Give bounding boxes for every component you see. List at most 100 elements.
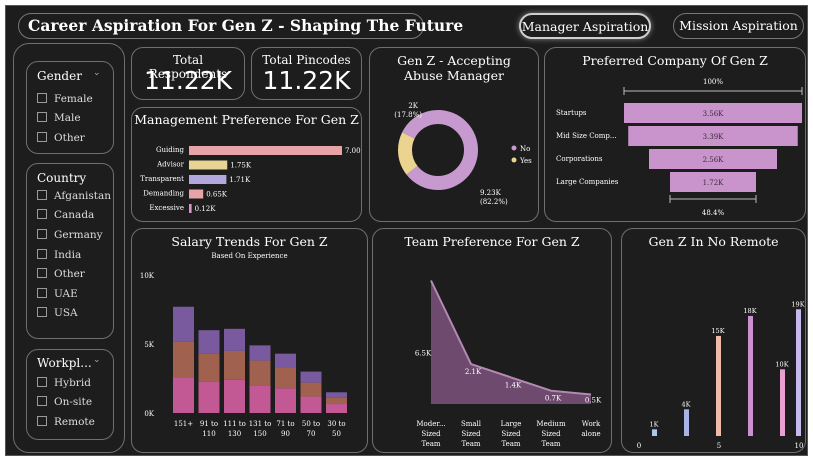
stacked-bar-segment — [326, 392, 347, 398]
stacked-bar-segment — [224, 328, 245, 351]
checkbox[interactable] — [37, 93, 47, 103]
option-label: UAE — [54, 288, 78, 300]
x-tick-label: Work — [582, 420, 601, 428]
x-tick-label: 50 — [332, 430, 341, 438]
country-option-other[interactable]: Other — [37, 268, 85, 282]
stacked-bar-segment — [300, 382, 322, 397]
bar-value-label: 18K — [743, 307, 756, 315]
stacked-bar-segment — [198, 353, 220, 382]
checkbox[interactable] — [37, 249, 47, 259]
gender-filter: Gender ⌄ Female Male Other — [26, 61, 114, 154]
stacked-bar-segment — [275, 353, 296, 368]
team-preference-chart: 6.5K 2.1K 1.4K 0.7K 0.5K Moder... Sized Team Sma… — [415, 280, 602, 448]
bar-value-label: 1.71K — [229, 176, 251, 184]
x-tick-label: Team — [421, 440, 440, 448]
preferred-company-chart: 100% Startups 3.56K Mid Size Comp... 3.39K Co… — [556, 78, 803, 217]
manager-aspiration-button[interactable]: Manager Aspiration — [519, 13, 651, 39]
gender-option-other[interactable]: Other — [37, 132, 85, 146]
country-option-uae[interactable]: UAE — [37, 288, 78, 302]
x-tick-label: Sized — [421, 430, 441, 438]
checkbox[interactable] — [37, 377, 47, 387]
gender-filter-title: Gender — [37, 69, 82, 83]
country-option-india[interactable]: India — [37, 249, 81, 263]
x-tick-label: Sized — [501, 430, 521, 438]
country-option-afganistan[interactable]: Afganistan — [37, 190, 111, 204]
x-tick-label: 70 — [307, 430, 316, 438]
stacked-bar-segment — [173, 306, 194, 342]
checkbox[interactable] — [37, 268, 47, 278]
checkbox[interactable] — [37, 307, 47, 317]
bar-value-label: 0.12K — [195, 205, 217, 213]
option-label: Remote — [54, 416, 95, 428]
workplace-filter: Workpl... ⌄ Hybrid On-site Remote — [26, 349, 114, 440]
kpi-total-pincodes: Total Pincodes 11.22K — [251, 47, 362, 100]
funnel-value-label: 3.39K — [703, 133, 725, 141]
stacked-bar-segment — [275, 388, 296, 413]
stacked-bar-segment — [224, 350, 245, 380]
funnel-category-label: Corporations — [556, 155, 603, 163]
checkbox[interactable] — [37, 209, 47, 219]
stacked-bar-segment — [198, 381, 220, 413]
area-line — [430, 280, 592, 396]
x-tick-label: 90 — [281, 430, 290, 438]
salary-trends-chart: 10K 5K 0K 151+ 91 to 110 111 to 130 131 to 150 71 … — [140, 272, 347, 438]
kpi-total-respondents: Total Respondents 11.22K — [131, 47, 245, 100]
dashboard: Career Aspiration For Gen Z - Shaping Th… — [5, 5, 808, 456]
x-tick-label: Small — [461, 420, 482, 428]
legend-marker — [511, 157, 517, 163]
chart-title: Gen Z - Accepting Abuse Manager — [397, 53, 511, 83]
chevron-down-icon[interactable]: ⌄ — [93, 68, 101, 78]
checkbox[interactable] — [37, 132, 47, 142]
workplace-option-remote[interactable]: Remote — [37, 416, 95, 430]
management-preference-card: Management Preference For Gen Z Guiding 7… — [131, 107, 362, 222]
funnel-bar — [670, 172, 756, 192]
slice-value-label: 2K — [408, 102, 418, 110]
no-remote-chart: 1K 4K 15K 18K 10K 19K 0 5 10 — [637, 300, 805, 450]
stacked-bar-segment — [198, 330, 220, 354]
chart-subtitle: Based On Experience — [211, 252, 288, 260]
checkbox[interactable] — [37, 229, 47, 239]
option-label: Germany — [54, 229, 103, 241]
x-tick-label: alone — [581, 430, 600, 438]
checkbox[interactable] — [37, 112, 47, 122]
legend-marker — [511, 145, 517, 151]
y-tick-label: 10K — [140, 272, 155, 280]
team-preference-card: Team Preference For Gen Z 6.5K 2.1K 1.4K 0.… — [372, 228, 612, 453]
country-option-usa[interactable]: USA — [37, 307, 78, 321]
workplace-option-onsite[interactable]: On-site — [37, 396, 92, 410]
option-label: India — [54, 249, 82, 261]
slice-pct-label: (82.2%) — [480, 198, 508, 206]
x-tick-label: 130 — [228, 430, 241, 438]
bar-value-label: 15K — [711, 327, 724, 335]
x-tick-label: 10 — [795, 442, 804, 450]
bar-category-label: Guiding — [156, 146, 185, 154]
slice-value-label: 9.23K — [480, 189, 502, 197]
country-option-germany[interactable]: Germany — [37, 229, 103, 243]
x-tick-label: Team — [501, 440, 520, 448]
workplace-option-hybrid[interactable]: Hybrid — [37, 377, 91, 391]
funnel-category-label: Startups — [556, 109, 587, 117]
stacked-bar-segment — [326, 397, 347, 405]
chevron-down-icon[interactable]: ⌄ — [93, 355, 101, 365]
country-option-canada[interactable]: Canada — [37, 209, 94, 223]
bar-category-label: Excessive — [149, 204, 184, 212]
checkbox[interactable] — [37, 416, 47, 426]
funnel-category-label: Large Companies — [556, 178, 619, 186]
option-label: Other — [54, 268, 85, 280]
x-tick-label: 91 to — [200, 420, 218, 428]
gender-option-female[interactable]: Female — [37, 93, 93, 107]
mission-aspiration-button[interactable]: Mission Aspiration — [673, 13, 804, 39]
bar — [189, 189, 204, 199]
bar-value-label: 19K — [791, 300, 804, 308]
bar-category-label: Transparent — [140, 175, 184, 183]
checkbox[interactable] — [37, 396, 47, 406]
slice-pct-label: (17.8%) — [394, 111, 422, 119]
stacked-bar-segment — [326, 404, 347, 413]
x-tick-label: Team — [541, 440, 560, 448]
x-tick-label: Large — [501, 420, 522, 428]
checkbox[interactable] — [37, 288, 47, 298]
gender-option-male[interactable]: Male — [37, 112, 81, 126]
checkbox[interactable] — [37, 190, 47, 200]
bar-value-label: 0.65K — [206, 191, 228, 199]
stacked-bar-segment — [173, 377, 194, 413]
